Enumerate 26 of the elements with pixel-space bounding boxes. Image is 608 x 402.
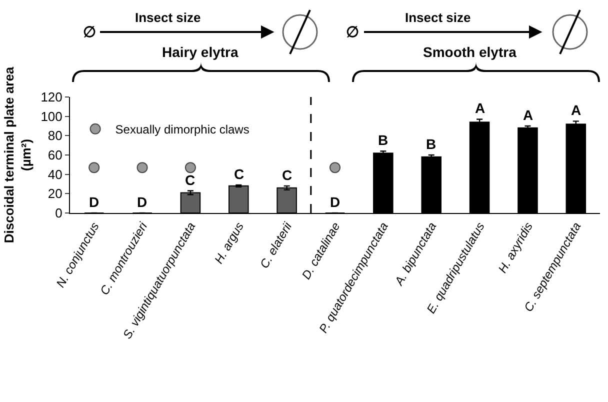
annotation: A [475, 100, 486, 116]
legend-label: Sexually dimorphic claws [115, 122, 250, 137]
annotation: C [282, 167, 292, 183]
text: Smooth elytra [423, 44, 517, 60]
text: Hairy elytra [162, 44, 238, 60]
y-tick-label: 20 [48, 186, 62, 202]
text: Insect size [135, 10, 201, 25]
y-axis-title: Discoidal terminal plate area (µm²) [2, 66, 34, 244]
y-tick-label: 80 [48, 128, 62, 144]
annotation: B [426, 136, 436, 152]
y-tick-label: 0 [55, 206, 62, 221]
annotation: A [571, 102, 582, 118]
y-tick-label: 100 [40, 108, 62, 124]
annotation: A [523, 107, 534, 123]
annotation: C [234, 166, 244, 182]
y-tick-label: 40 [48, 166, 62, 182]
y-tick-label: 120 [40, 90, 62, 105]
annotation: D [137, 194, 148, 210]
annotation: B [378, 132, 388, 148]
y-tick-label: 60 [48, 148, 62, 163]
annotation: D [89, 194, 100, 210]
text: ∅ [346, 24, 359, 41]
text: ∅ [83, 24, 96, 41]
annotation: D [330, 194, 340, 210]
annotation: C [185, 172, 196, 188]
text: Insect size [405, 10, 471, 25]
